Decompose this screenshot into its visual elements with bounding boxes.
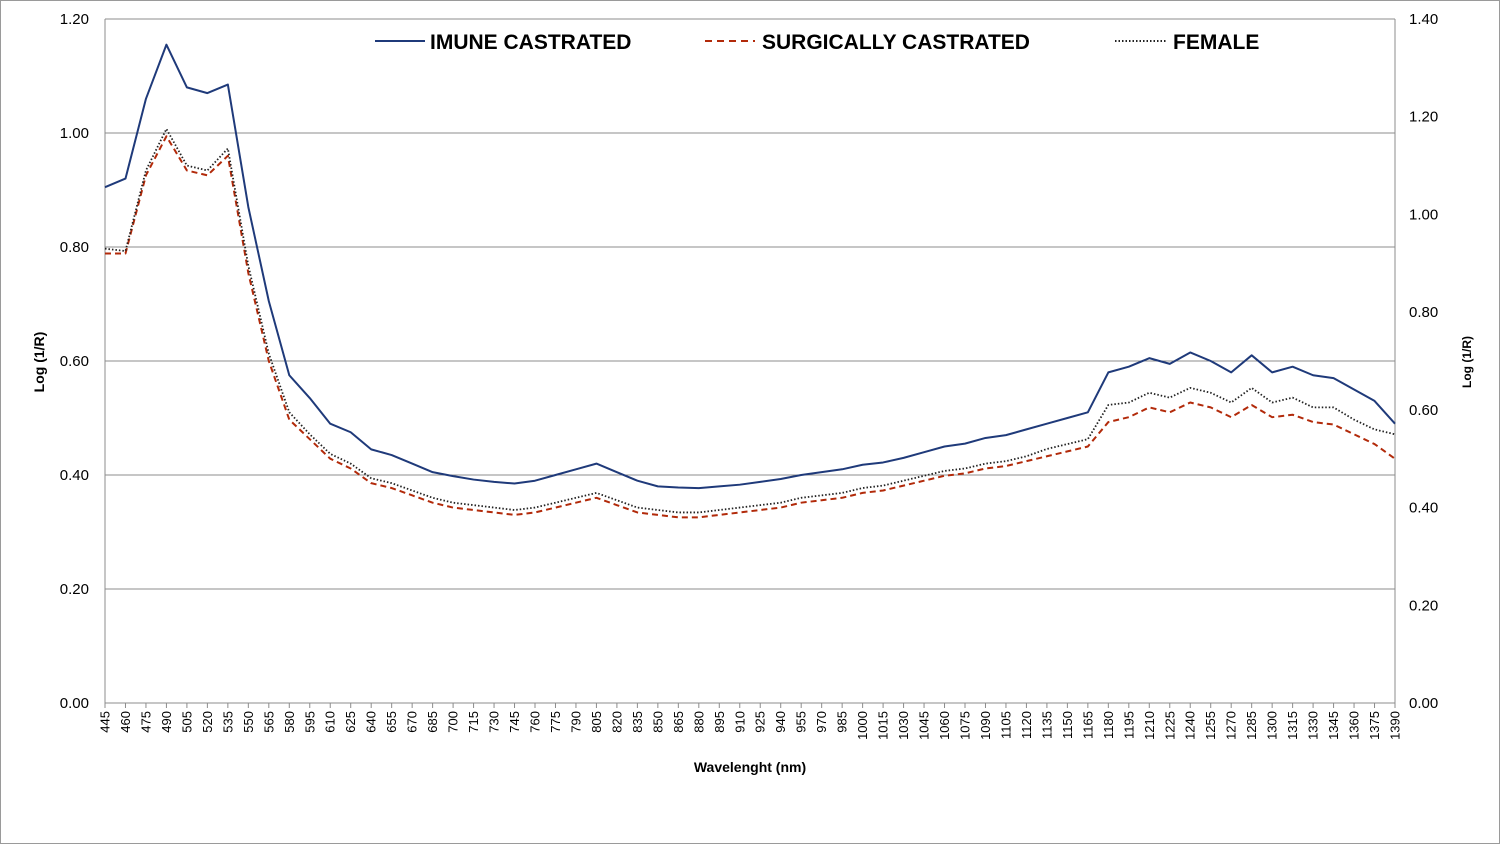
- x-tick-label: 970: [814, 711, 829, 733]
- axes: [104, 19, 1396, 704]
- x-tick-label: 775: [548, 711, 563, 733]
- x-tick-label: 835: [630, 711, 645, 733]
- x-tick-label: 685: [425, 711, 440, 733]
- x-tick-label: 1180: [1101, 711, 1116, 739]
- x-tick-label: 865: [671, 711, 686, 733]
- legend-label-female: FEMALE: [1173, 31, 1259, 54]
- x-tick-label: 715: [466, 711, 481, 733]
- y-right-tick-label: 1.20: [1409, 109, 1438, 126]
- y-left-tick-label: 1.00: [60, 125, 89, 142]
- y-right-tick-label: 0.40: [1409, 500, 1438, 517]
- x-tick-label: 580: [282, 711, 297, 733]
- x-tick-label: 1345: [1326, 711, 1341, 740]
- x-tick-label: 790: [568, 711, 583, 733]
- legend: IMUNE CASTRATED SURGICALLY CASTRATED FEM…: [375, 31, 1259, 54]
- x-tick-label: 1030: [896, 711, 911, 740]
- x-tick-label: 1240: [1183, 711, 1198, 740]
- y-right-tick-label: 1.00: [1409, 206, 1438, 223]
- y-left-tick-label: 0.20: [60, 581, 89, 598]
- y-right-tick-label: 0.80: [1409, 304, 1438, 321]
- x-tick-label: 850: [650, 711, 665, 733]
- series-line-2: [104, 128, 1396, 514]
- x-tick-label: 1120: [1019, 711, 1034, 739]
- y-right-tick-label: 0.60: [1409, 402, 1438, 419]
- x-tick-label: 700: [446, 711, 461, 733]
- x-tick-label: 760: [528, 711, 543, 733]
- x-tick-label: 445: [98, 711, 113, 733]
- x-tick-label: 955: [794, 711, 809, 733]
- series-lines: [104, 43, 1396, 519]
- x-tick-label: 1375: [1367, 711, 1382, 740]
- x-axis-title: Wavelenght (nm): [694, 759, 806, 775]
- x-tick-label: 640: [364, 711, 379, 733]
- series-line-1: [105, 135, 1396, 519]
- x-tick-label: 625: [343, 711, 358, 733]
- y-left-tick-label: 0.40: [60, 467, 89, 484]
- x-tick-label: 1075: [958, 711, 973, 740]
- x-tick-label: 985: [835, 711, 850, 733]
- x-tick-label: 1255: [1203, 711, 1218, 740]
- x-tick-label: 925: [753, 711, 768, 733]
- x-tick-label: 535: [220, 711, 235, 733]
- x-tick-label: 670: [405, 711, 420, 733]
- x-tick-label: 520: [200, 711, 215, 733]
- y-left-tick-label: 0.00: [60, 695, 89, 712]
- x-tick-label: 1015: [876, 711, 891, 740]
- x-tick-label: 1060: [937, 711, 952, 740]
- y-right-tick-label: 0.20: [1409, 597, 1438, 614]
- x-tick-label: 1000: [855, 711, 870, 740]
- x-tick-label: 1360: [1347, 711, 1362, 740]
- x-tick-label: 1315: [1285, 711, 1300, 740]
- y-axis-left-ticks: 0.00 0.20 0.40 0.60 0.80 1.00 1.20: [60, 11, 89, 712]
- x-tick-label: 610: [323, 711, 338, 733]
- x-tick-label: 1225: [1162, 711, 1177, 740]
- x-tick-label: 505: [179, 711, 194, 733]
- x-tick-label: 565: [261, 711, 276, 733]
- x-tick-label: 895: [712, 711, 727, 733]
- x-axis-ticks: 445 460 475 490 505 520 535 550 565 580 595 610 625 6…: [98, 703, 1403, 740]
- x-tick-label: 1330: [1306, 711, 1321, 740]
- x-tick-label: 745: [507, 711, 522, 733]
- y-axis-right-ticks: 0.00 0.20 0.40 0.60 0.80 1.00 1.20 1.40: [1409, 11, 1438, 712]
- x-tick-label: 1150: [1060, 711, 1075, 739]
- y-axis-left-title: Log (1/R): [31, 332, 47, 393]
- gridlines: [105, 18, 1395, 704]
- x-tick-label: 1270: [1224, 711, 1239, 740]
- x-tick-label: 460: [118, 711, 133, 733]
- x-tick-label: 1105: [998, 711, 1013, 739]
- x-tick-label: 805: [589, 711, 604, 733]
- y-right-tick-label: 1.40: [1409, 11, 1438, 28]
- y-left-tick-label: 0.60: [60, 353, 89, 370]
- x-tick-label: 1090: [978, 711, 993, 740]
- y-right-tick-label: 0.00: [1409, 695, 1438, 712]
- x-tick-label: 820: [609, 711, 624, 733]
- x-tick-label: 490: [159, 711, 174, 733]
- legend-label-surgical: SURGICALLY CASTRATED: [762, 31, 1030, 54]
- x-tick-label: 940: [773, 711, 788, 733]
- x-tick-label: 655: [384, 711, 399, 733]
- x-tick-label: 1390: [1388, 711, 1403, 740]
- y-axis-right-title: Log (1/R): [1460, 336, 1474, 388]
- x-tick-label: 1195: [1121, 711, 1136, 739]
- series-line-0: [104, 43, 1396, 490]
- y-left-tick-label: 1.20: [60, 11, 89, 28]
- x-tick-label: 550: [241, 711, 256, 733]
- x-tick-label: 910: [732, 711, 747, 733]
- x-tick-label: 730: [487, 711, 502, 733]
- legend-label-imune: IMUNE CASTRATED: [430, 31, 631, 54]
- x-tick-label: 1045: [917, 711, 932, 740]
- x-tick-label: 1300: [1265, 711, 1280, 740]
- x-tick-label: 475: [138, 711, 153, 733]
- x-tick-label: 1285: [1244, 711, 1259, 740]
- x-tick-label: 1135: [1039, 711, 1054, 739]
- x-tick-label: 1210: [1142, 711, 1157, 740]
- x-tick-label: 1165: [1080, 711, 1095, 739]
- x-tick-label: 880: [691, 711, 706, 733]
- y-left-tick-label: 0.80: [60, 239, 89, 256]
- x-tick-label: 595: [302, 711, 317, 733]
